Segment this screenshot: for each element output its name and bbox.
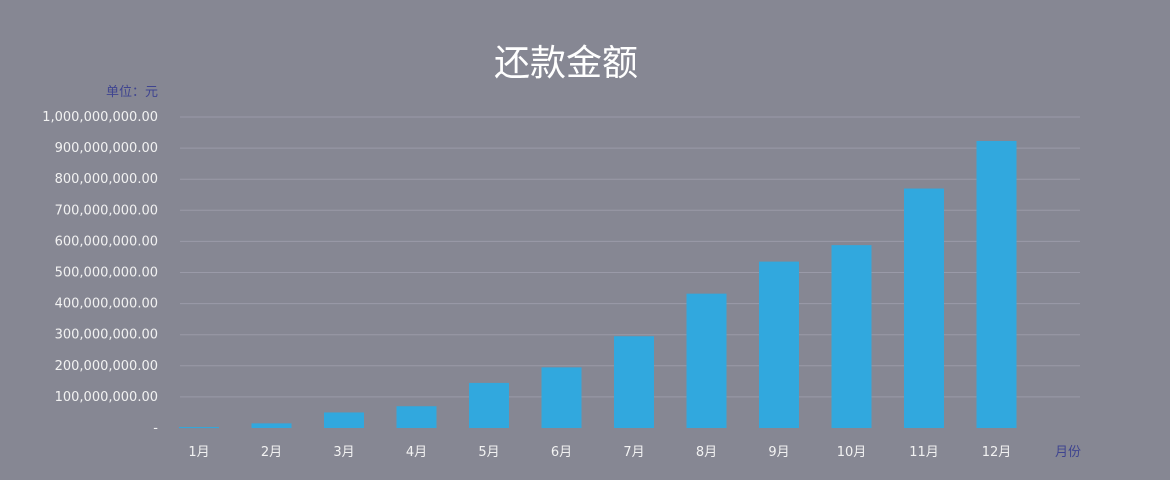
x-tick-label: 4月 [406, 445, 427, 460]
x-tick-label: 9月 [768, 445, 789, 460]
bar-11 [904, 188, 944, 428]
y-tick-label: 900,000,000.00 [55, 141, 158, 156]
x-tick-label: 6月 [551, 445, 572, 460]
y-tick-label: 200,000,000.00 [55, 359, 158, 374]
y-axis-ticks: - 100,000,000.00 200,000,000.00 300,000,000… [42, 110, 158, 436]
x-tick-label: 1月 [188, 445, 209, 460]
y-tick-label: 500,000,000.00 [55, 266, 158, 281]
y-tick-label: 300,000,000.00 [55, 328, 158, 343]
y-tick-label: 100,000,000.00 [55, 390, 158, 405]
x-tick-label: 11月 [909, 445, 939, 460]
bars [179, 140, 1017, 429]
x-axis-ticks: 1月 2月 3月 4月 5月 6月 7月 8月 9月 10月 11月 12月 [188, 445, 1011, 460]
x-tick-label: 7月 [623, 445, 644, 460]
y-tick-label: 800,000,000.00 [55, 172, 158, 187]
bar-7 [614, 336, 654, 428]
y-tick-label: 700,000,000.00 [55, 203, 158, 218]
bar-10 [831, 245, 872, 428]
x-tick-label: 2月 [261, 445, 282, 460]
bar-9 [759, 261, 799, 428]
bar-2 [251, 423, 292, 428]
bar-6 [541, 367, 582, 428]
x-tick-label: 10月 [837, 445, 867, 460]
bar-3 [324, 412, 364, 428]
x-axis-unit-label: 月份 [1055, 445, 1081, 460]
x-tick-label: 8月 [696, 445, 717, 460]
y-axis-unit-label: 单位：元 [106, 85, 158, 100]
x-tick-label: 12月 [982, 445, 1012, 460]
gridlines [180, 116, 1080, 398]
bar-1 [179, 427, 219, 429]
bar-5 [469, 382, 509, 428]
x-tick-label: 5月 [478, 445, 499, 460]
bar-12 [976, 140, 1017, 428]
x-tick-label: 3月 [333, 445, 354, 460]
bar-4 [396, 406, 437, 428]
y-tick-label: 600,000,000.00 [55, 234, 158, 249]
chart-title: 还款金额 [494, 43, 638, 84]
bar-8 [686, 293, 727, 428]
y-tick-label: - [153, 421, 158, 436]
y-tick-label: 1,000,000,000.00 [42, 110, 158, 125]
y-tick-label: 400,000,000.00 [55, 297, 158, 312]
